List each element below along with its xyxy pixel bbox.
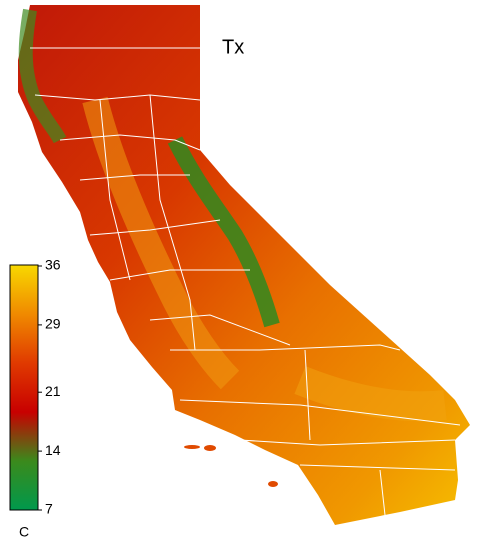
islands — [184, 445, 278, 487]
colorbar-tick-label: 7 — [45, 501, 53, 517]
state-map — [18, 5, 470, 525]
colorbar: 36 29 21 14 7 — [9, 257, 61, 517]
colorbar-tick-label: 14 — [45, 442, 61, 458]
colorbar-tick-label: 36 — [45, 257, 61, 273]
colorbar-unit: C — [19, 524, 29, 540]
map-title: Tx — [222, 36, 244, 58]
valley-band — [82, 96, 240, 390]
colorbar-tick-label: 21 — [45, 383, 61, 399]
north-coast-band — [18, 8, 67, 144]
county-lines — [30, 47, 461, 516]
colorbar-ramp — [9, 264, 39, 511]
colorbar-tick-label: 29 — [45, 316, 61, 332]
desert-band — [294, 366, 447, 422]
sierra-band — [167, 136, 280, 328]
